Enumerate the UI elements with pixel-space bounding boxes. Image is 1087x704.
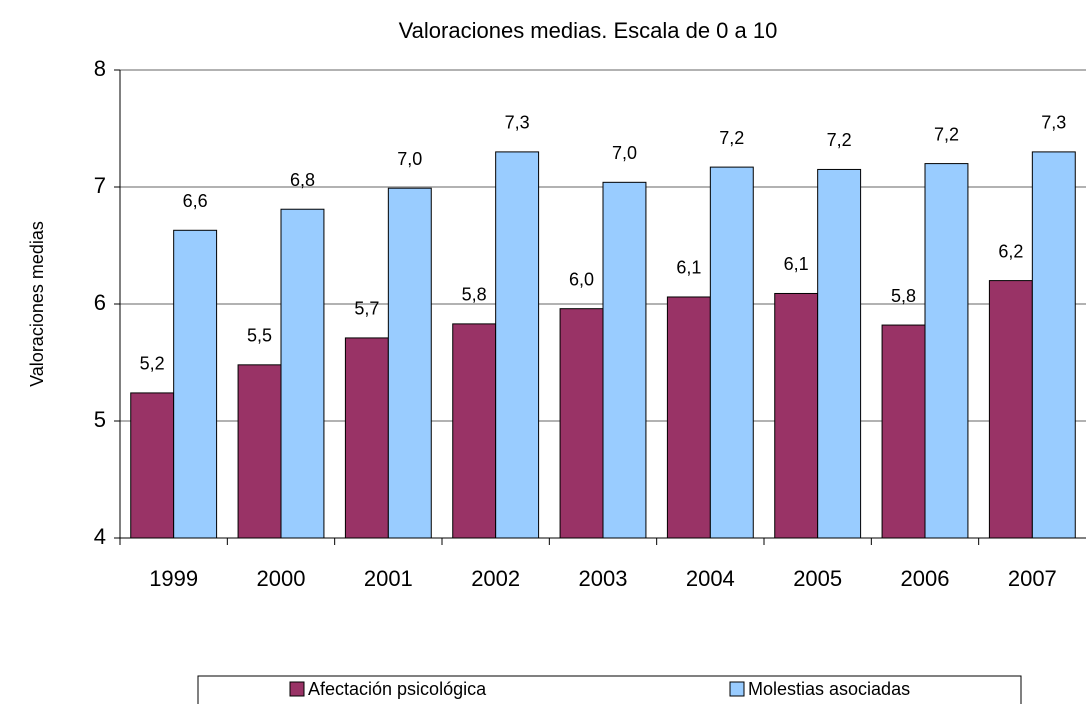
bar	[280, 208, 325, 539]
y-axis-label: Valoraciones medias	[27, 221, 47, 387]
legend-label: Afectación psicológica	[308, 679, 487, 699]
bar	[709, 166, 754, 539]
y-tick-label: 5	[94, 407, 106, 432]
legend-swatch	[729, 681, 745, 697]
bar	[559, 308, 604, 539]
y-tick-label: 6	[94, 290, 106, 315]
bar	[344, 337, 389, 539]
data-label: 6,6	[183, 191, 208, 211]
legend	[197, 675, 1022, 704]
x-tick-label: 2001	[364, 566, 413, 591]
data-label: 7,0	[397, 149, 422, 169]
chart-title: Valoraciones medias. Escala de 0 a 10	[399, 18, 778, 43]
data-label: 5,5	[247, 326, 272, 346]
bar	[924, 163, 969, 539]
bar	[1031, 151, 1076, 539]
x-tick-label: 2003	[579, 566, 628, 591]
bar	[774, 292, 819, 539]
x-tick-label: 2004	[686, 566, 735, 591]
data-label: 7,2	[934, 124, 959, 144]
bar	[130, 392, 175, 539]
x-tick-label: 2005	[793, 566, 842, 591]
data-label: 6,1	[784, 254, 809, 274]
data-label: 5,8	[891, 286, 916, 306]
x-tick-label: 2000	[257, 566, 306, 591]
y-tick-label: 4	[94, 524, 106, 549]
x-tick-label: 2006	[901, 566, 950, 591]
x-tick-label: 2002	[471, 566, 520, 591]
x-tick-label: 1999	[149, 566, 198, 591]
data-label: 6,0	[569, 269, 594, 289]
bar	[666, 296, 711, 539]
y-tick-label: 7	[94, 173, 106, 198]
bar	[173, 229, 218, 539]
data-label: 5,8	[462, 285, 487, 305]
data-label: 7,0	[612, 143, 637, 163]
x-tick-label: 2007	[1008, 566, 1057, 591]
data-label: 5,7	[354, 299, 379, 319]
data-label: 7,2	[719, 128, 744, 148]
data-label: 7,2	[827, 130, 852, 150]
data-label: 7,3	[505, 113, 530, 133]
bar	[495, 151, 540, 539]
bar	[452, 323, 497, 539]
bar	[237, 364, 282, 539]
data-label: 6,1	[676, 258, 701, 278]
y-tick-label: 8	[94, 56, 106, 81]
bar	[602, 181, 647, 539]
legend-swatch	[289, 681, 305, 697]
bar	[387, 187, 432, 539]
bar	[881, 324, 926, 539]
data-label: 6,8	[290, 170, 315, 190]
legend-label: Molestias asociadas	[748, 679, 910, 699]
data-label: 7,3	[1041, 113, 1066, 133]
data-label: 5,2	[140, 354, 165, 374]
data-label: 6,2	[998, 241, 1023, 261]
bar	[988, 280, 1033, 539]
bar	[817, 168, 862, 539]
